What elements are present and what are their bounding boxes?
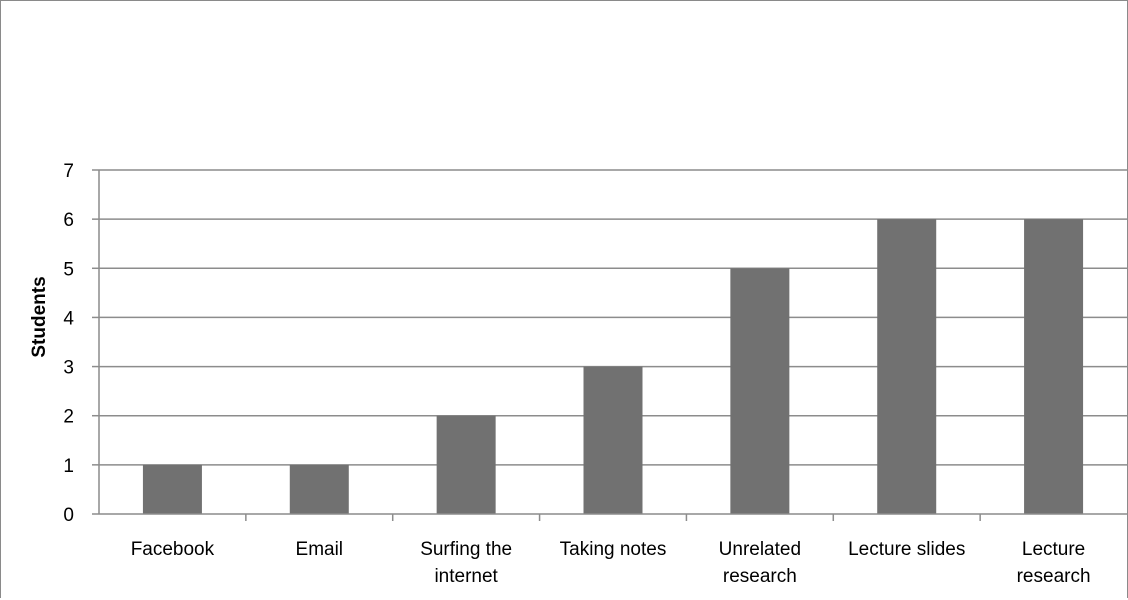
axes <box>92 169 1127 521</box>
x-tick-label-line: research <box>723 566 797 587</box>
x-tick-label-line: Lecture slides <box>848 539 965 560</box>
bar <box>730 268 790 514</box>
x-tick-label: Lecture research <box>1017 539 1091 587</box>
x-tick-label-line: Lecture <box>1022 539 1085 560</box>
x-tick-label: Unrelated research <box>719 539 801 587</box>
x-tick-label: Taking notes <box>560 539 667 560</box>
y-tick-label: 5 <box>63 259 74 280</box>
y-tick-label: 6 <box>63 210 74 231</box>
y-tick-label: 1 <box>63 456 74 477</box>
x-tick-label-line: research <box>1017 566 1091 587</box>
y-tick-label: 4 <box>63 308 74 329</box>
bar <box>142 464 202 514</box>
x-tick-label: Surfing the internet <box>420 539 512 587</box>
bar <box>583 366 643 514</box>
x-tick-label-line: Taking notes <box>560 539 667 560</box>
y-tick-labels: 0 1 2 3 4 5 6 7 <box>63 161 74 526</box>
x-tick-label: Lecture slides <box>848 539 965 560</box>
x-tick-label-line: internet <box>434 566 498 587</box>
bar <box>436 415 496 514</box>
x-tick-label-line: Email <box>296 539 344 560</box>
x-tick-label-line: Surfing the <box>420 539 512 560</box>
x-tick-labels: Facebook Email Surfing the internet Taking n… <box>131 539 1091 587</box>
y-tick-label: 2 <box>63 407 74 428</box>
y-tick-label: 0 <box>63 505 74 526</box>
bar <box>289 464 349 514</box>
x-tick-label-line: Facebook <box>131 539 215 560</box>
y-tick-label: 7 <box>63 161 74 182</box>
bar <box>877 219 937 514</box>
x-tick-label: Email <box>296 539 344 560</box>
y-axis-label: Students <box>29 276 50 357</box>
y-tick-label: 3 <box>63 358 74 379</box>
bars <box>142 219 1084 514</box>
x-tick-label-line: Unrelated <box>719 539 801 560</box>
bar <box>1024 219 1084 514</box>
x-tick-label: Facebook <box>131 539 215 560</box>
